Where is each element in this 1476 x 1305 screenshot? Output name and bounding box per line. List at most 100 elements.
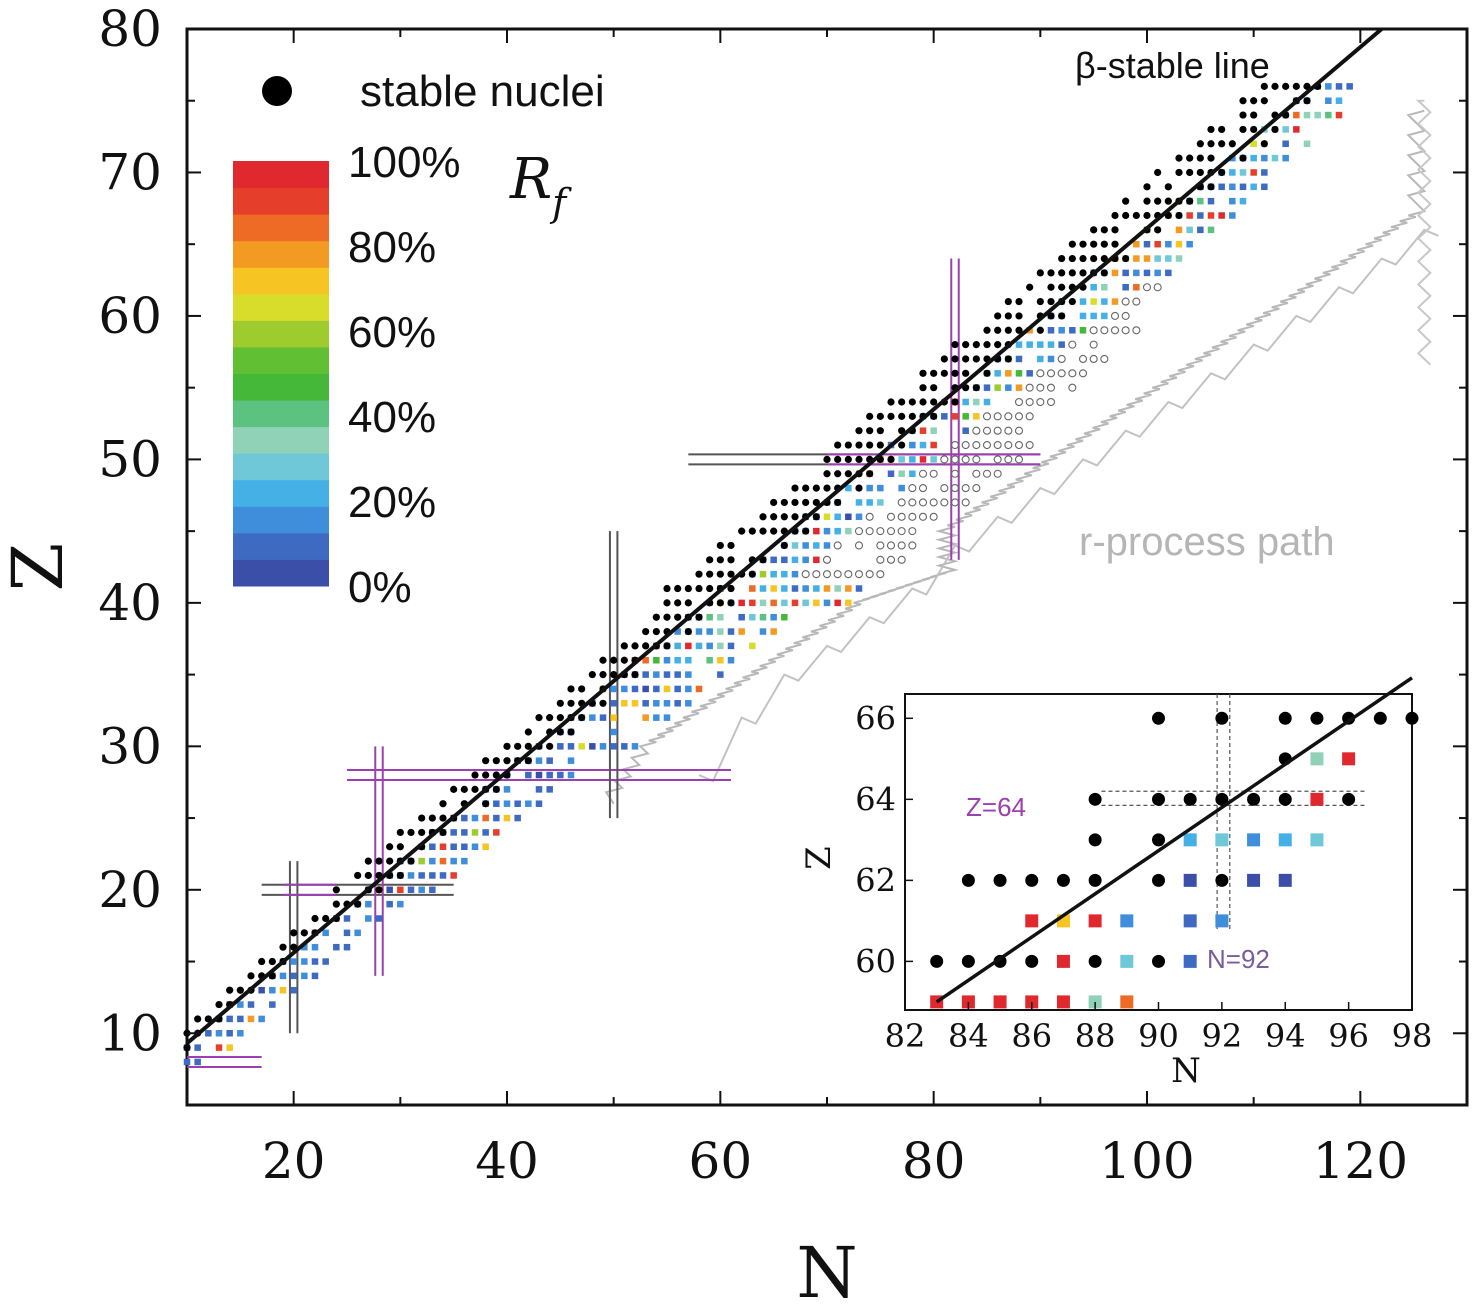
stable-nucleus [1058,283,1066,291]
rf-square [994,370,1001,377]
inset-y-ticks: 60 62 64 66 [855,699,913,980]
stable-nucleus [791,498,799,507]
rf-square [717,613,724,621]
rf-square [791,556,799,564]
inset-x-label: N [1171,1051,1201,1091]
rf-square [1165,240,1172,248]
unknown-nucleus [822,570,832,579]
rf-square [642,700,649,707]
rf-square [439,857,447,865]
rf-square [237,1001,244,1008]
inset-x-tick-label: 96 [1328,1017,1369,1055]
unknown-nucleus [1004,441,1013,450]
rf-square [1111,298,1119,305]
stable-nucleus [1186,197,1194,205]
rf-square [567,771,575,779]
unknown-nucleus [1068,369,1077,378]
stable-nucleus [780,513,788,521]
inset-x-ticks: 82 84 86 88 90 92 94 96 98 [885,1002,1432,1055]
stable-nucleus [812,513,820,521]
stable-nucleus [727,541,735,550]
rf-square [1197,212,1204,219]
unknown-nucleus [865,527,874,536]
stable-nucleus [844,470,852,478]
inset-rf-square [1310,752,1324,766]
rf-square [866,484,873,492]
inset-stable-nucleus [1247,792,1261,806]
rf-square [535,757,543,764]
rf-square [599,743,607,750]
inset-beta-line [935,676,1413,1004]
rf-square [1229,183,1236,191]
unknown-nucleus [982,426,992,435]
unknown-nucleus [897,555,906,564]
unknown-nucleus [833,541,842,550]
unknown-nucleus [1046,383,1056,392]
rf-square [845,513,852,521]
unknown-nucleus [950,469,960,478]
rf-square [770,613,777,621]
unknown-nucleus [897,512,906,521]
unknown-nucleus [1089,326,1098,335]
unknown-nucleus [1014,426,1024,435]
rf-square [898,470,905,477]
inset-z64-annotation: Z=64 [966,792,1026,822]
rf-square [247,1001,255,1008]
stable-nucleus [663,599,671,607]
stable-nucleus [972,384,980,392]
inset-stable-nucleus [1025,954,1039,968]
rf-square [706,628,713,635]
unknown-nucleus [961,441,970,450]
rf-square [791,599,799,607]
unknown-nucleus [865,570,874,579]
unknown-nucleus [1025,441,1034,450]
rf-square [1015,355,1023,363]
stable-nucleus [204,1015,212,1023]
unknown-nucleus [918,498,928,507]
stable-nucleus [780,498,788,507]
stable-nucleus [471,785,479,793]
stable-nucleus [983,341,991,349]
stable-nucleus [844,455,852,463]
stable-nucleus [1207,154,1215,162]
stable-nucleus [375,857,383,865]
stable-nucleus [1079,240,1087,248]
stable-nucleus [1260,97,1268,105]
inset-stable-nucleus [930,954,944,968]
rf-square [845,599,852,607]
rf-square [311,972,319,980]
rf-square [1335,111,1343,119]
rf-square [642,685,649,693]
colorbar-segment [233,293,329,321]
unknown-nucleus [1025,412,1034,421]
rf-square [258,1015,265,1023]
inset-rf-square [1247,873,1261,887]
rf-square [482,814,489,822]
stable-nucleus [866,412,874,420]
stable-nucleus [706,570,714,578]
rf-square [919,456,927,463]
rf-square [365,915,372,922]
unknown-nucleus [854,570,864,579]
colorbar-tick-label: 40% [348,393,436,442]
stable-nucleus [1058,269,1066,277]
inset-stable-nucleus [1183,792,1197,806]
stable-nucleus [759,513,767,521]
stable-nucleus [994,341,1002,349]
rf-square [1047,327,1055,334]
rf-square [674,628,681,635]
rf-square [631,700,639,707]
stable-nucleus [1186,168,1194,177]
unknown-nucleus [972,484,981,493]
unknown-nucleus [876,541,885,550]
inset-stable-nucleus [961,954,975,968]
rf-square [429,857,436,865]
rf-square [845,527,852,535]
rf-square [1015,370,1023,377]
stable-nucleus [791,513,799,521]
stable-nucleus [1058,254,1066,263]
rf-square [802,556,809,564]
colorbar-tick-label: 0% [348,563,412,612]
stable-nucleus [1186,154,1194,162]
stable-nucleus [1271,82,1279,90]
